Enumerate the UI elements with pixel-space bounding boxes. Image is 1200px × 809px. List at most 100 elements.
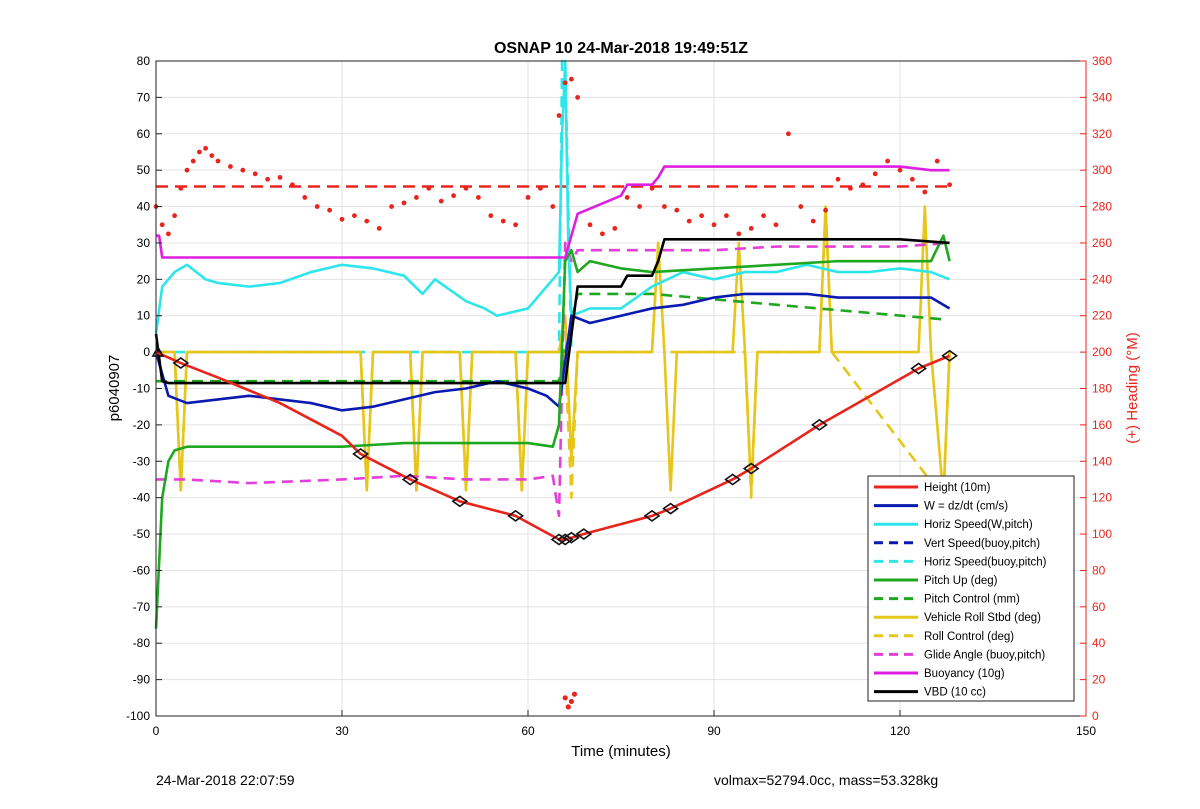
heading-point	[649, 185, 655, 191]
legend-label: Horiz Speed(W,pitch)	[924, 519, 1033, 531]
footer-timestamp: 24-Mar-2018 22:07:59	[156, 772, 295, 788]
heading-point	[438, 198, 444, 204]
heading-point	[736, 231, 742, 237]
height-marker	[401, 473, 419, 486]
y-tick-label: 10	[137, 309, 151, 323]
y2-tick-label: 140	[1092, 454, 1112, 468]
heading-point	[897, 167, 903, 173]
footer-volume-mass: volmax=52794.0cc, mass=53.328kg	[714, 772, 939, 788]
height-marker	[724, 473, 741, 486]
heading-point	[203, 145, 209, 151]
heading-point	[414, 195, 419, 200]
legend: Height (10m) W = dz/dt (cm/s) Horiz Speed(…	[867, 475, 1075, 702]
y2-tick-label: 160	[1092, 418, 1112, 432]
heading-point	[600, 231, 605, 237]
y2-tick-label: 100	[1092, 527, 1112, 541]
heading-point	[389, 204, 394, 209]
y-tick-label: 70	[137, 90, 151, 104]
legend-label: Pitch Up (deg)	[924, 575, 998, 587]
heading-point	[637, 204, 642, 209]
heading-point	[662, 204, 667, 209]
x-axis-label: Time (minutes)	[571, 743, 670, 760]
heading-point	[587, 222, 593, 228]
heading-point	[184, 167, 190, 173]
heading-point	[569, 76, 574, 82]
y2-tick-label: 340	[1092, 90, 1112, 104]
series-line	[154, 238, 950, 385]
legend-box	[867, 475, 1075, 702]
x-tick-label: 60	[521, 724, 535, 738]
y2-tick-label: 180	[1092, 382, 1112, 396]
heading-point	[571, 691, 578, 697]
heading-point	[674, 207, 680, 213]
y2-tick-label: 360	[1092, 54, 1112, 68]
heading-point	[810, 218, 816, 224]
legend-label: Height (10m)	[924, 482, 991, 494]
heading-point	[314, 204, 320, 209]
y-tick-label: -30	[133, 454, 151, 468]
heading-point	[922, 189, 928, 195]
height-marker	[941, 349, 958, 362]
legend-label: Buoyancy (10g)	[924, 668, 1005, 680]
heading-point	[277, 175, 283, 180]
heading-point	[624, 195, 630, 200]
heading-point	[463, 185, 469, 191]
y2-tick-label: 200	[1092, 345, 1112, 359]
y-tick-label: -70	[133, 600, 151, 614]
heading-point	[376, 225, 382, 231]
heading-point	[339, 216, 345, 222]
legend-label: VBD (10 cc)	[924, 687, 986, 699]
heading-point	[724, 213, 729, 219]
series-line	[156, 165, 950, 259]
heading-point	[848, 185, 853, 191]
y2-tick-label: 60	[1092, 600, 1106, 614]
heading-point	[761, 213, 766, 219]
heading-dots	[153, 76, 952, 710]
legend-label: Vert Speed(buoy,pitch)	[924, 538, 1040, 550]
heading-point	[562, 695, 568, 701]
y2-tick-label: 120	[1092, 491, 1112, 505]
height-marker	[811, 418, 828, 431]
height-marker	[151, 345, 165, 357]
y-tick-label: 30	[137, 236, 151, 250]
legend-label: Vehicle Roll Stbd (deg)	[924, 612, 1041, 624]
legend-label: W = dz/dt (cm/s)	[924, 501, 1008, 513]
heading-point	[476, 195, 481, 200]
heading-point	[612, 225, 618, 231]
heading-point	[562, 80, 568, 86]
heading-point	[302, 195, 308, 200]
heading-point	[228, 164, 233, 169]
y2-tick-label: 260	[1092, 236, 1112, 250]
heading-point	[565, 704, 571, 710]
y2-axis-label: (+) Heading (°M)	[1124, 332, 1141, 443]
heading-point	[190, 158, 196, 164]
heading-point	[172, 213, 178, 219]
y-tick-label: -20	[133, 418, 151, 432]
y-tick-label: -40	[133, 491, 151, 505]
height-marker	[742, 462, 760, 475]
heading-point	[215, 158, 221, 164]
height-marker	[910, 362, 927, 375]
heading-point	[786, 131, 791, 137]
heading-point	[513, 222, 518, 228]
y-tick-label: -90	[133, 673, 151, 687]
series-line	[154, 59, 951, 335]
heading-point	[711, 222, 717, 228]
heading-point	[860, 182, 866, 188]
heading-point	[166, 231, 171, 237]
axes: 0 30 60 90 120 150-100-90-80-70-60-50-40-30-2…	[126, 54, 1112, 738]
y2-tick-label: 300	[1092, 163, 1112, 177]
heading-point	[352, 213, 357, 219]
heading-point	[699, 213, 704, 219]
x-tick-label: 120	[890, 724, 910, 738]
series-line	[156, 241, 950, 518]
height-marker	[563, 531, 580, 544]
y-tick-label: 80	[137, 54, 151, 68]
height-marker	[352, 448, 369, 460]
y-tick-label: 20	[137, 272, 151, 286]
heading-point	[748, 225, 754, 231]
height-marker	[556, 533, 574, 546]
y-tick-label: 60	[137, 127, 151, 141]
